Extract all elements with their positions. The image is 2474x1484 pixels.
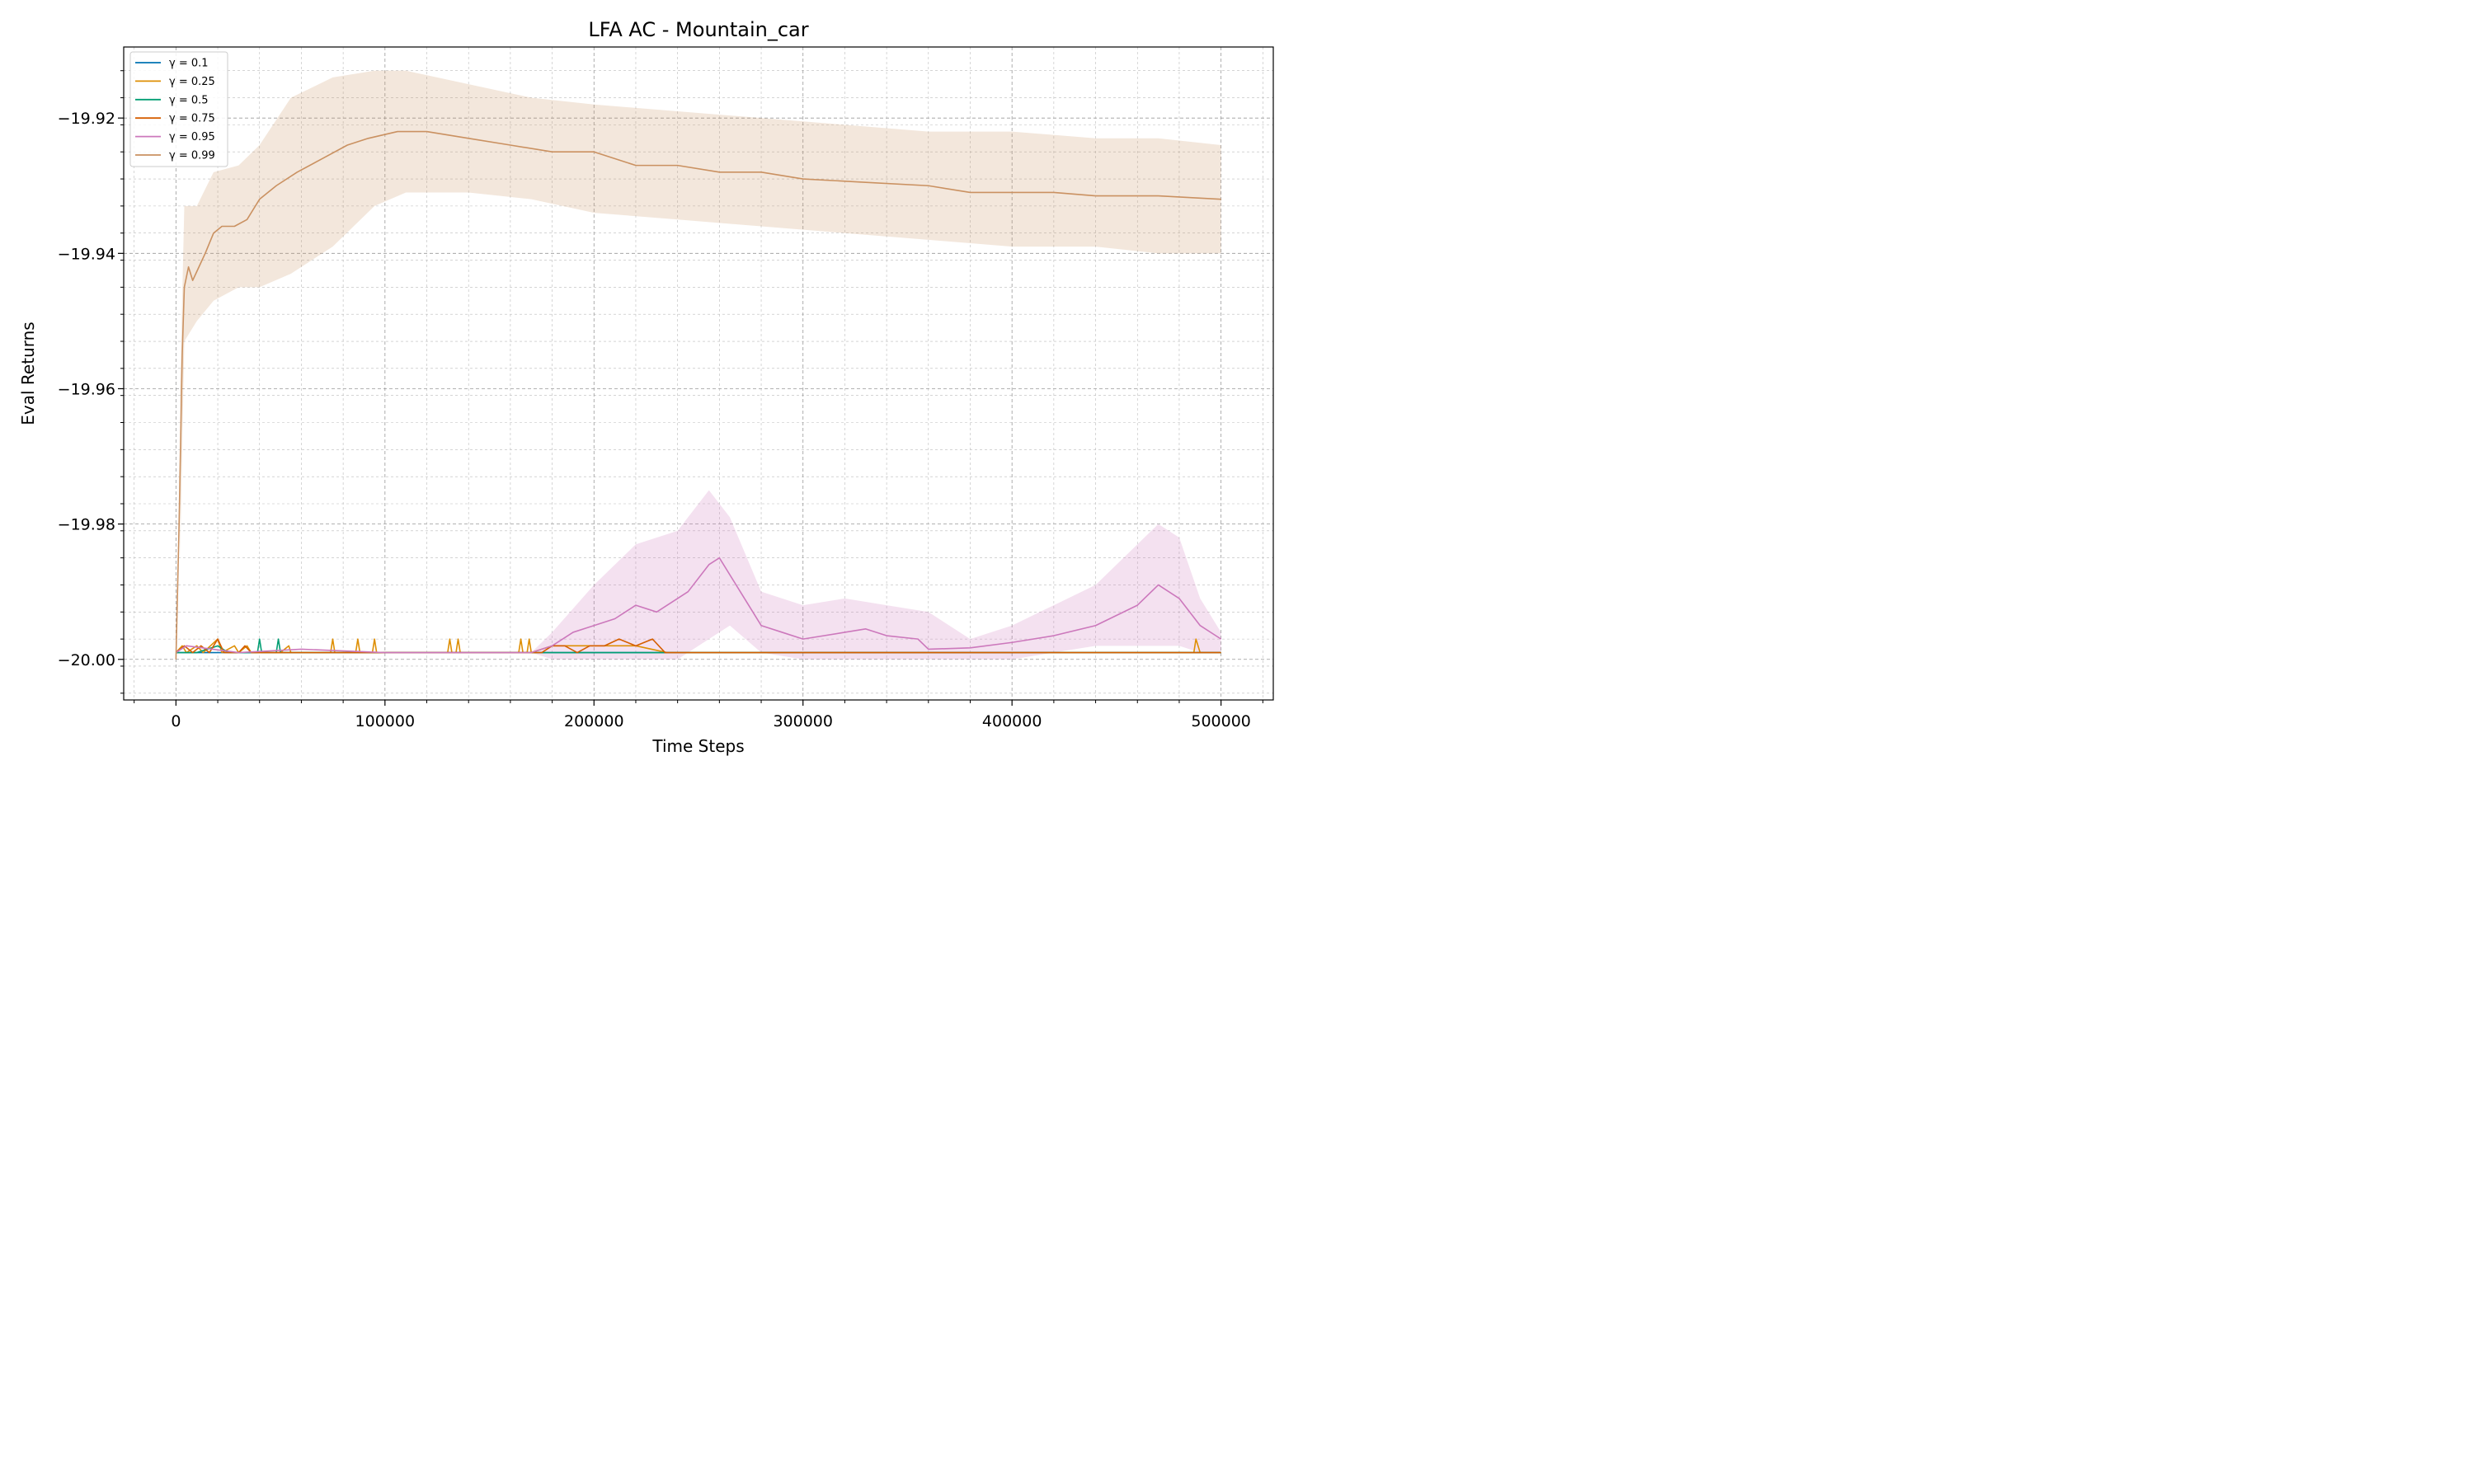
y-tick-label: −19.98 xyxy=(58,516,115,534)
series-line xyxy=(175,130,1221,660)
legend: γ = 0.1 γ = 0.25 γ = 0.5 γ = 0.75 γ = 0.95 γ … xyxy=(129,51,228,167)
confidence-bands xyxy=(180,70,1221,660)
x-tick-label: 400000 xyxy=(982,712,1042,730)
series-line xyxy=(175,556,1222,654)
y-tick-label: −19.92 xyxy=(58,110,115,128)
y-tick-label: −19.94 xyxy=(58,245,115,263)
series-band xyxy=(180,70,1221,558)
legend-label: γ = 0.75 xyxy=(169,113,215,125)
plot-area xyxy=(123,46,1274,701)
x-tick-label: 300000 xyxy=(773,712,833,730)
chart: LFA AC - Mountain_car 0 100000 200000 30000… xyxy=(0,0,1293,775)
series-band xyxy=(531,490,1221,660)
y-axis-ticks: −20.00 −19.98 −19.96 −19.94 −19.92 xyxy=(58,70,124,694)
x-axis-label: Time Steps xyxy=(651,736,744,756)
plot-frame xyxy=(123,46,1274,701)
series-lines xyxy=(175,130,1222,660)
legend-label: γ = 0.25 xyxy=(169,76,215,88)
series-line xyxy=(175,638,1221,654)
legend-label: γ = 0.95 xyxy=(169,131,215,143)
x-axis-ticks: 0 100000 200000 300000 400000 500000 xyxy=(134,700,1263,730)
legend-label: γ = 0.1 xyxy=(169,58,209,70)
legend-label: γ = 0.99 xyxy=(169,150,215,162)
x-tick-label: 100000 xyxy=(355,712,416,730)
plot-background xyxy=(124,47,1273,700)
y-axis-label: Eval Returns xyxy=(18,322,38,425)
y-tick-label: −20.00 xyxy=(58,651,115,669)
x-tick-label: 500000 xyxy=(1191,712,1251,730)
x-tick-label: 200000 xyxy=(564,712,624,730)
chart-title: LFA AC - Mountain_car xyxy=(588,18,808,41)
legend-label: γ = 0.5 xyxy=(169,94,209,106)
x-tick-label: 0 xyxy=(171,712,181,730)
y-tick-label: −19.96 xyxy=(58,380,115,398)
grid xyxy=(124,47,1273,700)
